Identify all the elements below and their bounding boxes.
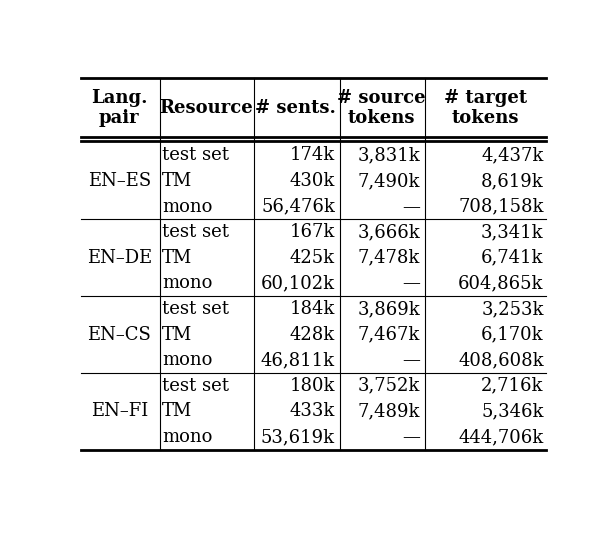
Text: —: — [403,197,420,215]
Text: mono: mono [162,197,212,215]
Text: Resource: Resource [159,99,253,117]
Text: TM: TM [162,326,192,344]
Text: 5,346k: 5,346k [481,402,543,420]
Text: 184k: 184k [289,300,335,318]
Text: 708,158k: 708,158k [458,197,543,215]
Text: 428k: 428k [289,326,335,344]
Text: EN–FI: EN–FI [91,402,148,420]
Text: 604,865k: 604,865k [458,275,543,292]
Text: 430k: 430k [289,172,335,190]
Text: 3,253k: 3,253k [481,300,543,318]
Text: 6,170k: 6,170k [481,326,543,344]
Text: —: — [403,275,420,292]
Text: EN–ES: EN–ES [88,172,151,190]
Text: mono: mono [162,428,212,446]
Text: 408,608k: 408,608k [458,351,543,369]
Text: 3,831k: 3,831k [357,146,420,164]
Text: 444,706k: 444,706k [458,428,543,446]
Text: —: — [403,351,420,369]
Text: 433k: 433k [289,402,335,420]
Text: 53,619k: 53,619k [261,428,335,446]
Text: 8,619k: 8,619k [481,172,543,190]
Text: 7,467k: 7,467k [358,326,420,344]
Text: test set: test set [162,300,229,318]
Text: 4,437k: 4,437k [481,146,543,164]
Text: 3,752k: 3,752k [358,376,420,395]
Text: mono: mono [162,275,212,292]
Text: TM: TM [162,402,192,420]
Text: 7,478k: 7,478k [358,249,420,267]
Text: 46,811k: 46,811k [261,351,335,369]
Text: 3,341k: 3,341k [481,223,543,241]
Text: EN–CS: EN–CS [88,326,151,344]
Text: 7,489k: 7,489k [358,402,420,420]
Text: test set: test set [162,223,229,241]
Text: # source
tokens: # source tokens [337,89,425,127]
Text: EN–DE: EN–DE [86,249,152,267]
Text: test set: test set [162,376,229,395]
Text: TM: TM [162,249,192,267]
Text: TM: TM [162,172,192,190]
Text: 6,741k: 6,741k [481,249,543,267]
Text: # target
tokens: # target tokens [444,89,527,127]
Text: 3,666k: 3,666k [357,223,420,241]
Text: test set: test set [162,146,229,164]
Text: Lang.
pair: Lang. pair [91,89,147,127]
Text: 3,869k: 3,869k [357,300,420,318]
Text: 180k: 180k [289,376,335,395]
Text: 56,476k: 56,476k [261,197,335,215]
Text: 174k: 174k [289,146,335,164]
Text: —: — [403,428,420,446]
Text: # sents.: # sents. [255,99,337,117]
Text: mono: mono [162,351,212,369]
Text: 7,490k: 7,490k [358,172,420,190]
Text: 2,716k: 2,716k [481,376,543,395]
Text: 60,102k: 60,102k [261,275,335,292]
Text: 167k: 167k [289,223,335,241]
Text: 425k: 425k [290,249,335,267]
